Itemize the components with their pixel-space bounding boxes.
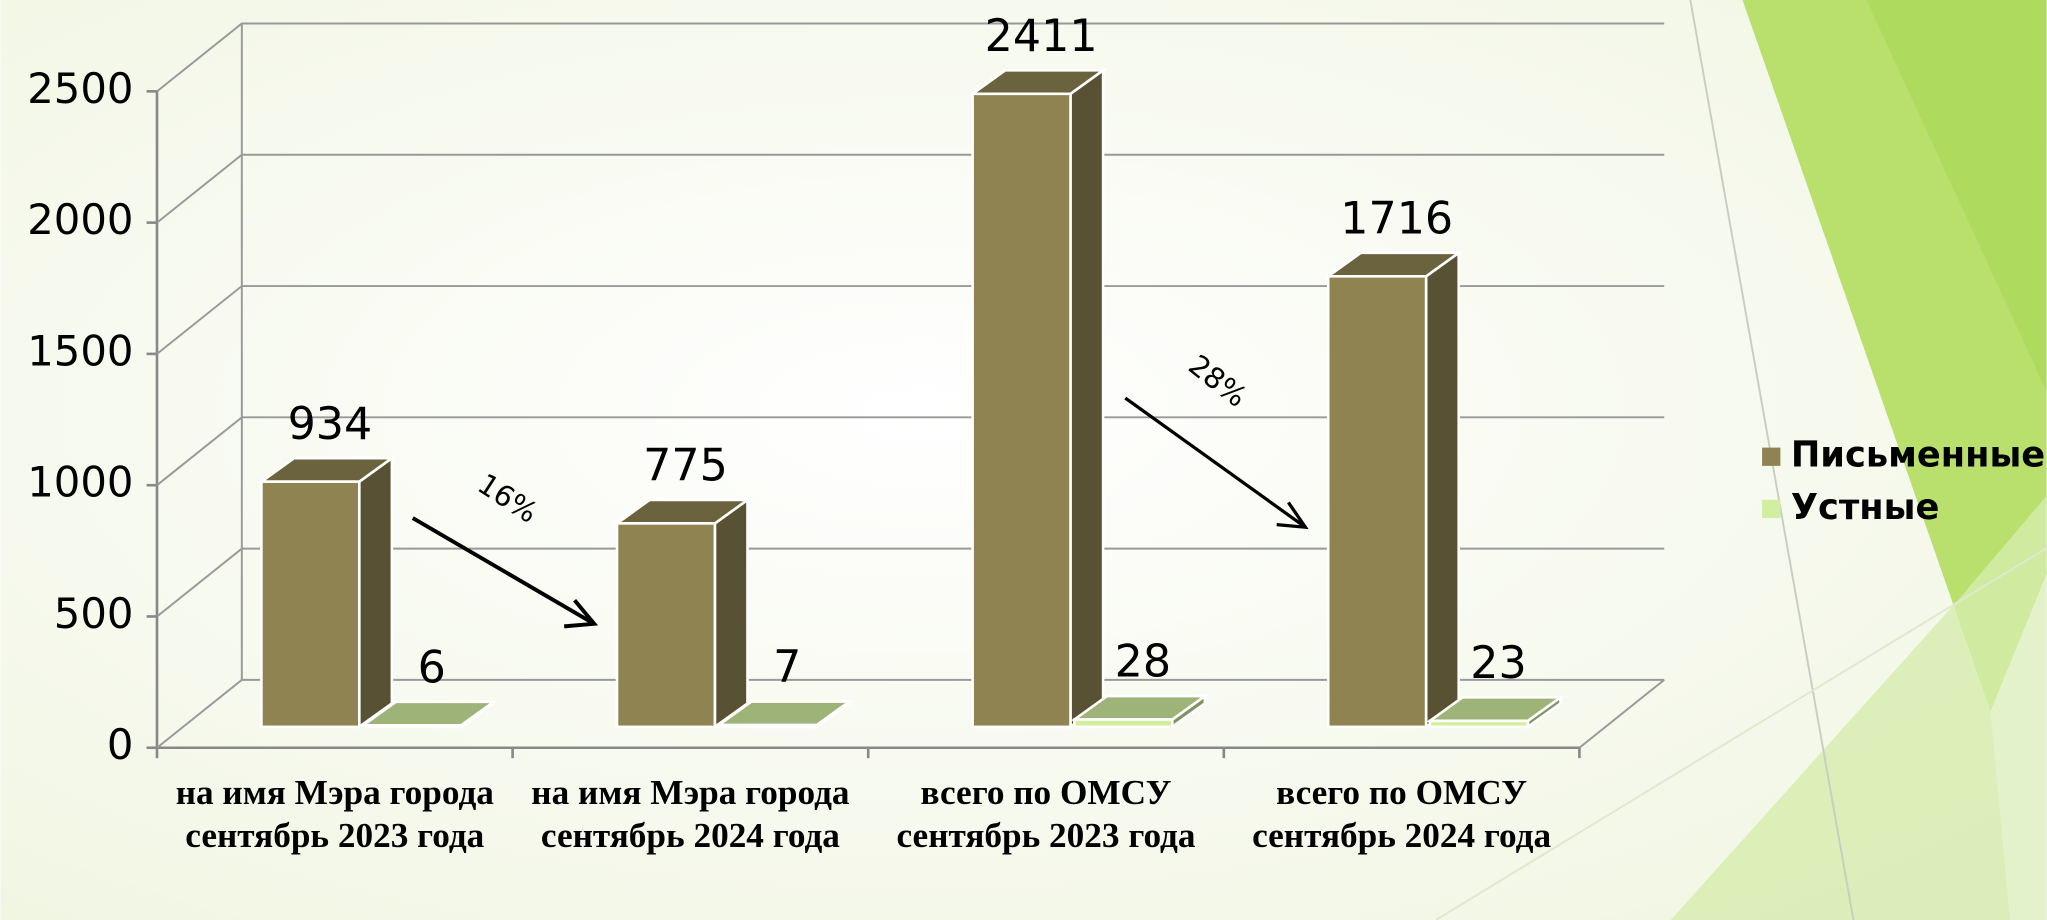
x-label-box: на имя Мэра города сентябрь 2024 года [520,771,860,920]
y-tick-label: 1500 [27,326,133,375]
x-label-box: на имя Мэра города сентябрь 2023 года [165,771,505,920]
chart: 0 500 1000 1500 2000 2500 на имя Мэра города с… [0,0,2047,920]
bar-side [1070,70,1103,727]
value-label: 23 [1470,638,1526,689]
x-tick-label: на имя Мэра города сентябрь 2024 года [520,771,860,857]
bar-side [1426,253,1459,727]
value-label: 6 [418,642,446,693]
bar [363,725,461,727]
legend-swatch [1762,500,1780,518]
legend-swatch [1762,448,1780,466]
value-label: 934 [288,399,373,450]
value-label: 1716 [1340,194,1453,245]
y-tick-label: 1000 [27,458,133,507]
bar [719,725,817,727]
legend-label: Письменные [1791,435,2045,476]
y-tick-label: 0 [107,720,134,769]
x-tick-label: всего по ОМСУ сентябрь 2023 года [876,771,1216,857]
value-label: 7 [773,642,801,693]
y-tick-label: 2000 [27,195,133,244]
bar [617,523,715,726]
x-label-box: всего по ОМСУ сентябрь 2023 года [876,771,1216,920]
x-tick-label: всего по ОМСУ сентябрь 2024 года [1232,771,1572,857]
bar [973,94,1071,727]
y-tick-label: 2500 [27,64,133,113]
bar [1328,276,1426,727]
value-label: 28 [1115,637,1171,688]
bar [1074,720,1172,727]
value-label: 2411 [985,11,1098,62]
bar-side [359,458,392,727]
x-tick-label: на имя Мэра города сентябрь 2023 года [165,771,505,857]
bar-side [715,500,748,727]
y-tick-label: 500 [54,589,134,638]
legend-label: Устные [1791,487,1940,528]
value-label: 775 [643,441,728,492]
x-label-box: всего по ОМСУ сентябрь 2024 года [1232,771,1572,920]
page: 0 500 1000 1500 2000 2500 на имя Мэра города с… [0,0,2047,920]
bar [261,482,359,727]
bar [1430,721,1528,727]
